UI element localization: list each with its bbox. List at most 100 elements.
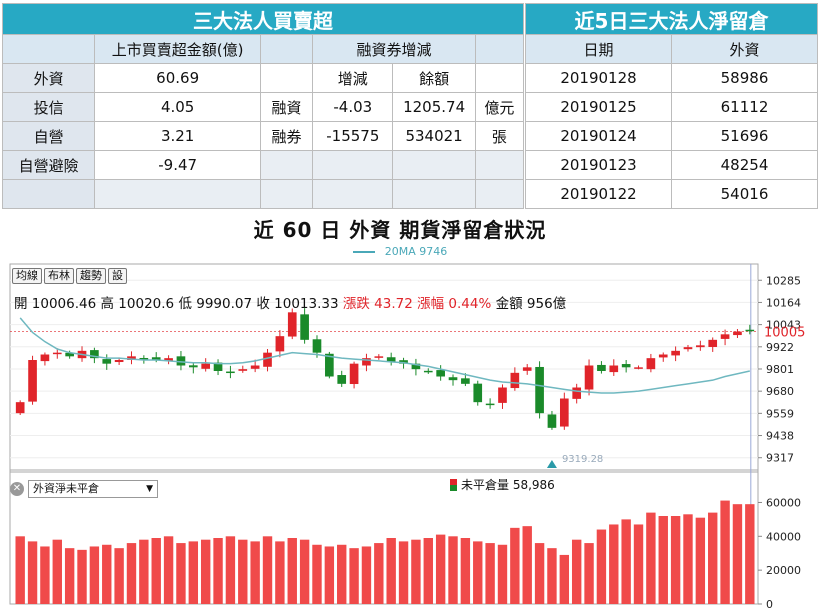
price-tick-label: 9680	[766, 385, 794, 398]
open-interest-bar	[708, 512, 718, 604]
candle-body	[547, 414, 557, 428]
margin-label: 融資	[259, 92, 314, 122]
chart-axes: 10285 10164 10043 9922 9801 9680 9559 9438 9317 1…	[758, 274, 805, 609]
volume-tick-label: 20000	[766, 564, 801, 577]
candle-body	[188, 365, 198, 368]
candle-body	[597, 364, 606, 371]
settings-button[interactable]: 設	[108, 268, 127, 284]
open-interest-bar	[64, 548, 75, 604]
open-interest-bar	[683, 514, 693, 604]
open-interest-bar	[510, 527, 520, 604]
candle-body	[114, 360, 124, 363]
price-volume-chart[interactable]: 9319.28 10285 10164 10043 9922 9801 9680 9559 9…	[8, 262, 820, 609]
amount-value: 金額 956億	[495, 296, 567, 312]
candle-body	[510, 372, 520, 389]
candle-body	[745, 329, 755, 332]
low-value: 低 9990.07	[178, 296, 253, 312]
open-interest-bar	[398, 541, 409, 604]
candle-body	[646, 358, 656, 370]
open-interest-bar	[176, 543, 186, 604]
candle-body	[65, 352, 74, 357]
open-value: 開 10006.46	[14, 296, 97, 312]
amount-cell: 3.21	[94, 121, 261, 151]
indicator-dropdown[interactable]: 外資淨未平倉 ▼	[28, 480, 158, 498]
open-interest-bar	[40, 546, 50, 604]
candle-body	[213, 362, 223, 371]
candle-body	[609, 365, 619, 373]
candle-body	[374, 356, 384, 358]
candle-body	[671, 350, 680, 356]
candle-body	[349, 363, 359, 385]
candle-body	[226, 371, 235, 374]
candle-body	[733, 331, 742, 336]
ma-line-swatch	[352, 251, 375, 253]
candle-body	[312, 339, 322, 353]
candle-body	[720, 334, 730, 339]
row-label: 自營避險	[1, 150, 96, 180]
institutional-trading-table: 三大法人買賣超 上市買賣超金額(億) 融資券增減 外資 60.69 增減 餘額 …	[1, 3, 525, 209]
date-cell: 20190124	[525, 121, 672, 151]
ohlc-readout: 開 10006.46 高 10020.6 低 9990.07 收 10013.3…	[14, 292, 566, 312]
chart-toolbar: 均線 布林 趨勢 設	[12, 268, 127, 284]
margin-change: -15575	[312, 121, 394, 151]
candle-body	[485, 403, 495, 406]
open-interest-bar	[188, 541, 199, 604]
open-interest-bar	[114, 548, 124, 604]
candle-body	[275, 336, 285, 352]
legend-swatch-icon	[450, 478, 457, 491]
institutional-table-title: 三大法人買賣超	[2, 3, 524, 35]
open-interest-bar	[522, 526, 532, 604]
open-interest-bar	[312, 544, 322, 604]
ma-button[interactable]: 均線	[12, 268, 42, 284]
candle-body	[423, 370, 433, 373]
candle-body	[498, 387, 507, 403]
amount-cell: -9.47	[94, 150, 261, 180]
open-interest-bar	[275, 541, 285, 604]
open-interest-bar	[559, 554, 570, 604]
ma-legend: 20MA 9746	[0, 245, 800, 258]
open-interest-bar	[299, 539, 310, 604]
indicator-selected: 外資淨未平倉	[33, 482, 99, 495]
candle-body	[337, 375, 347, 384]
open-interest-bar	[473, 541, 483, 604]
margin-unit: 億元	[474, 92, 525, 122]
candle-body	[448, 377, 458, 381]
candle-body	[127, 356, 136, 360]
open-interest-bar	[77, 549, 87, 604]
candle-body	[52, 352, 62, 355]
open-interest-bar	[584, 543, 594, 604]
bollinger-button[interactable]: 布林	[44, 268, 74, 284]
candle-body	[287, 312, 297, 337]
candle-body	[572, 387, 582, 399]
chart-title: 近 60 日 外資 期貨淨留倉狀況	[253, 218, 547, 242]
row-label: 自營	[1, 121, 96, 151]
open-interest-bar	[287, 538, 297, 604]
price-tick-label: 9438	[766, 430, 794, 443]
date-header: 日期	[525, 34, 672, 64]
value-cell: 48254	[671, 150, 818, 180]
indicator-selector[interactable]: ✕ 外資淨未平倉 ▼	[10, 480, 158, 498]
low-marker-icon	[546, 460, 557, 468]
candle-body	[535, 366, 544, 414]
open-interest-bar	[485, 543, 495, 604]
candle-body	[325, 353, 334, 377]
open-interest-bar	[52, 539, 62, 604]
trend-button[interactable]: 趨勢	[76, 268, 106, 284]
row-label: 外資	[1, 63, 96, 93]
close-icon[interactable]: ✕	[10, 482, 24, 496]
foreign-position-table: 近5日三大法人淨留倉 日期 外資 20190128 58986 20190125 6…	[525, 3, 818, 209]
candle-body	[102, 359, 112, 364]
open-interest-bar	[745, 504, 755, 604]
open-interest-bar	[670, 516, 681, 604]
open-interest-bar	[658, 516, 668, 604]
pct-value: 漲幅 0.44%	[417, 296, 492, 312]
blank-header	[1, 34, 96, 64]
change-value: 漲跌 43.72	[342, 296, 413, 312]
open-interest-bars	[15, 500, 755, 604]
date-cell: 20190125	[525, 92, 672, 122]
candle-body	[300, 314, 309, 340]
candle-body	[436, 370, 445, 377]
open-interest-bar	[374, 543, 384, 604]
candle-body	[263, 352, 272, 367]
amount-cell: 4.05	[94, 92, 261, 122]
